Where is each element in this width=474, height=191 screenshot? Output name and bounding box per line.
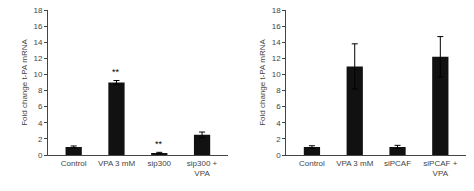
- svg-text:12: 12: [272, 54, 281, 63]
- svg-text:2: 2: [38, 135, 43, 144]
- svg-text:0: 0: [38, 151, 43, 160]
- svg-text:**: **: [155, 139, 163, 149]
- svg-text:2: 2: [276, 135, 281, 144]
- svg-text:VPA 3 mM: VPA 3 mM: [336, 159, 374, 168]
- svg-text:16: 16: [33, 22, 42, 31]
- svg-text:VPA 3 mM: VPA 3 mM: [98, 159, 136, 168]
- svg-text:6: 6: [38, 102, 43, 111]
- svg-text:Control: Control: [299, 159, 325, 168]
- svg-text:10: 10: [33, 70, 42, 79]
- svg-text:4: 4: [276, 119, 281, 128]
- svg-text:8: 8: [276, 86, 281, 95]
- svg-text:14: 14: [33, 38, 42, 47]
- svg-text:12: 12: [33, 54, 42, 63]
- svg-text:10: 10: [272, 70, 281, 79]
- svg-text:0: 0: [276, 151, 281, 160]
- svg-text:siPCAF +VPA: siPCAF +VPA: [423, 159, 457, 178]
- svg-text:sip300: sip300: [147, 159, 171, 168]
- svg-text:18: 18: [33, 6, 42, 15]
- svg-text:siPCAF: siPCAF: [384, 159, 411, 168]
- svg-text:4: 4: [38, 119, 43, 128]
- svg-text:sip300 +VPA: sip300 +VPA: [187, 159, 218, 178]
- svg-text:6: 6: [276, 102, 281, 111]
- svg-text:14: 14: [272, 38, 281, 47]
- svg-text:18: 18: [272, 6, 281, 15]
- svg-text:Fold change t-PA mRNA: Fold change t-PA mRNA: [20, 39, 29, 126]
- svg-text:**: **: [112, 67, 120, 77]
- svg-text:16: 16: [272, 22, 281, 31]
- svg-text:8: 8: [38, 86, 43, 95]
- svg-text:Fold change t-PA mRNA: Fold change t-PA mRNA: [258, 39, 267, 126]
- svg-text:Control: Control: [61, 159, 87, 168]
